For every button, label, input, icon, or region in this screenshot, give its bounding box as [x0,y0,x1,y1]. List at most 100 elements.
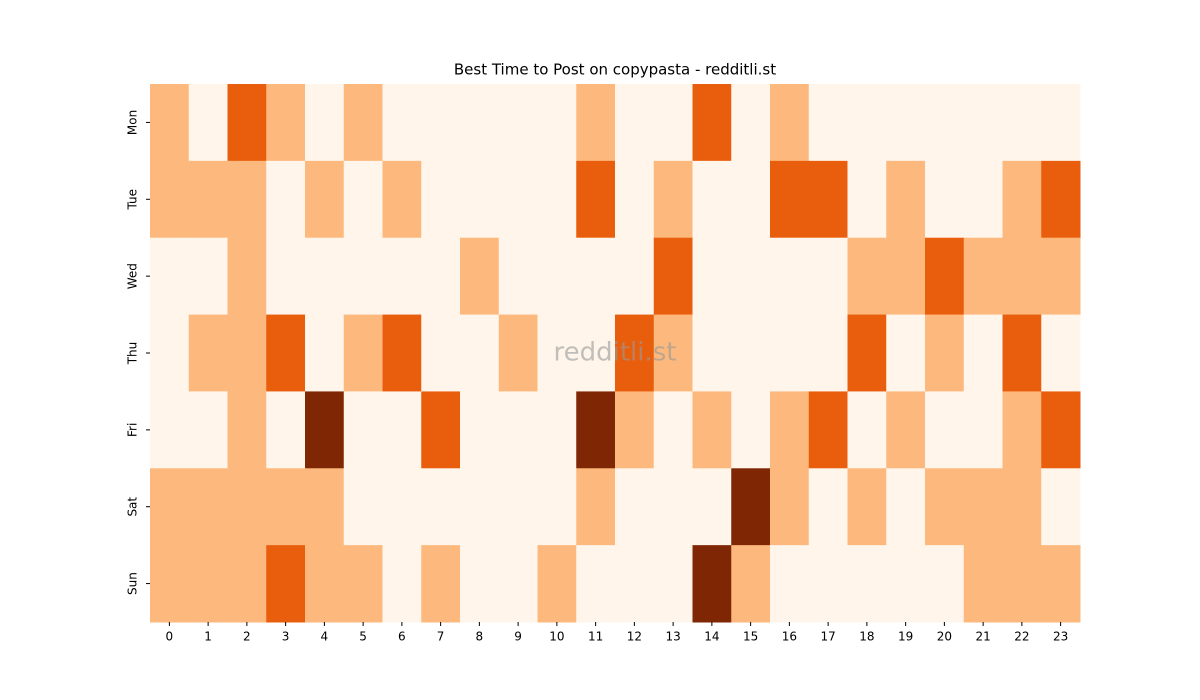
x-tick-label: 6 [398,630,406,644]
heatmap-cell [537,391,577,469]
heatmap-cell [188,545,228,623]
heatmap-cell [460,468,500,546]
heatmap-cell [1002,237,1042,316]
heatmap-cell [537,237,577,316]
heatmap-cell [963,237,1003,316]
watermark: redditli.st [554,338,677,368]
heatmap-cell [498,84,538,162]
x-tick-label: 13 [665,630,680,644]
heatmap-cell [343,84,383,162]
heatmap-cell [343,391,383,469]
heatmap-cell [1041,314,1081,392]
heatmap-cell [847,314,887,392]
heatmap-cell [886,84,926,162]
heatmap-cell [421,160,461,239]
heatmap-cell [692,160,732,239]
heatmap-cell [1041,160,1081,239]
heatmap-cell [925,160,965,239]
heatmap-cell [266,391,306,469]
heatmap-cell [847,160,887,239]
heatmap-cell [886,391,926,469]
heatmap-cell [150,160,190,239]
x-tick-label: 15 [743,630,758,644]
heatmap-cell [731,160,771,239]
heatmap-cell [343,160,383,239]
heatmap-cell [1041,84,1081,162]
heatmap-cell [460,160,500,239]
heatmap-cell [382,237,422,316]
heatmap-cell [150,84,190,162]
heatmap-cell [576,84,616,162]
heatmap-cell [150,314,190,392]
x-tick-label: 8 [476,630,484,644]
heatmap-cell [615,84,655,162]
heatmap-cell [537,545,577,623]
heatmap-cell [460,237,500,316]
heatmap-cell [847,391,887,469]
heatmap-cell [653,314,693,392]
heatmap-cell [615,237,655,316]
heatmap-cell [227,468,267,546]
heatmap-cell [188,237,228,316]
heatmap-cell [963,545,1003,623]
x-tick-label: 12 [627,630,642,644]
heatmap-cell [227,237,267,316]
heatmap-cell [963,314,1003,392]
heatmap-cell [227,84,267,162]
heatmap-cell [266,160,306,239]
heatmap-cell [576,237,616,316]
heatmap-cell [576,160,616,239]
y-tick-label: Tue [126,189,140,211]
heatmap-cell [692,468,732,546]
heatmap-cell [886,314,926,392]
heatmap-cell [305,545,345,623]
heatmap-cell [460,314,500,392]
heatmap-cell [343,545,383,623]
heatmap-cell [1041,237,1081,316]
heatmap-cell [1041,391,1081,469]
heatmap-cell [925,84,965,162]
heatmap-cell [615,545,655,623]
heatmap-cell [266,468,306,546]
heatmap-cell [421,84,461,162]
heatmap-cell [808,545,848,623]
heatmap-cell [1002,160,1042,239]
heatmap-cell [1002,314,1042,392]
heatmap-cell [653,391,693,469]
x-tick-label: 5 [359,630,367,644]
heatmap-cell [808,160,848,239]
heatmap-cell [498,314,538,392]
heatmap-cell [925,545,965,623]
heatmap-cell [886,545,926,623]
x-tick-label: 7 [437,630,445,644]
heatmap-cell [770,314,810,392]
heatmap-cell [188,160,228,239]
heatmap-cell [615,160,655,239]
heatmap-cell [150,237,190,316]
heatmap-cell [770,84,810,162]
heatmap-cell [963,391,1003,469]
heatmap-cell [537,84,577,162]
heatmap-cell [1041,545,1081,623]
y-tick-label: Thu [126,342,140,366]
heatmap-cell [421,468,461,546]
heatmap-cell [576,391,616,469]
heatmap-cell [537,468,577,546]
heatmap-cell [537,160,577,239]
heatmap-cell [150,391,190,469]
heatmap-cell [188,391,228,469]
heatmap-cell [421,545,461,623]
heatmap-cell [421,391,461,469]
heatmap-cell [731,468,771,546]
heatmap-cell [653,237,693,316]
heatmap-cell [1002,391,1042,469]
x-tick-label: 0 [166,630,174,644]
heatmap-cell [925,237,965,316]
x-tick-label: 22 [1014,630,1029,644]
heatmap-cell [382,160,422,239]
heatmap-cell [808,84,848,162]
x-tick-label: 1 [204,630,212,644]
x-tick-label: 20 [937,630,952,644]
x-tick-label: 18 [859,630,874,644]
